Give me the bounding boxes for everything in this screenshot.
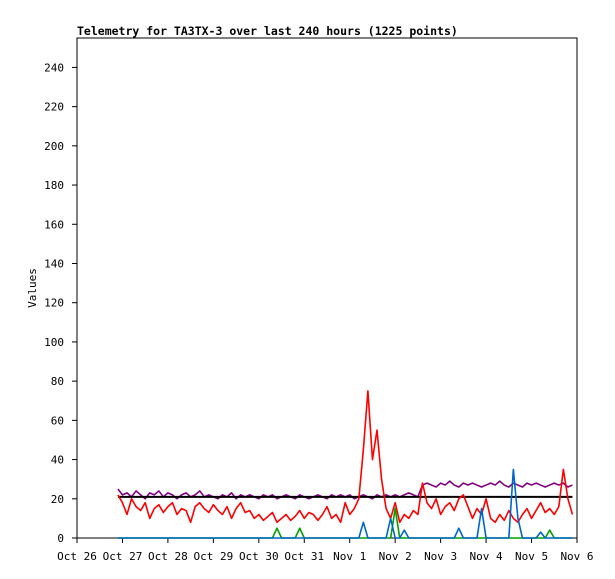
- y-tick-label: 220: [44, 101, 64, 114]
- y-tick-label: 100: [44, 336, 64, 349]
- x-tick-label: Oct 30: [239, 550, 279, 563]
- y-tick-label: 160: [44, 218, 64, 231]
- y-tick-label: 40: [51, 454, 64, 467]
- x-tick-label: Oct 28: [148, 550, 188, 563]
- x-tick-label: Nov 4: [470, 550, 503, 563]
- x-tick-label: Oct 26: [57, 550, 97, 563]
- y-tick-label: 140: [44, 257, 64, 270]
- series-line: [117, 468, 573, 539]
- x-tick-label: Oct 31: [284, 550, 324, 563]
- chart-title: Telemetry for TA3TX-3 over last 240 hour…: [77, 24, 458, 38]
- y-tick-label: 240: [44, 61, 64, 74]
- x-tick-label: Nov 2: [379, 550, 412, 563]
- y-tick-label: 200: [44, 140, 64, 153]
- y-tick-label: 60: [51, 414, 64, 427]
- y-tick-label: 0: [57, 532, 64, 545]
- plot-frame: [76, 37, 578, 539]
- y-tick-label: 80: [51, 375, 64, 388]
- x-tick-label: Nov 6: [560, 550, 593, 563]
- x-tick-label: Oct 27: [103, 550, 143, 563]
- x-tick-label: Nov 5: [515, 550, 548, 563]
- y-tick-label: 20: [51, 493, 64, 506]
- x-tick-label: Nov 3: [424, 550, 457, 563]
- y-tick-label: 120: [44, 297, 64, 310]
- series-line: [117, 390, 574, 524]
- x-tick-label: Oct 29: [193, 550, 233, 563]
- series-line: [117, 507, 573, 539]
- y-axis-label: Values: [26, 268, 39, 308]
- y-tick-label: 180: [44, 179, 64, 192]
- x-tick-label: Nov 1: [333, 550, 366, 563]
